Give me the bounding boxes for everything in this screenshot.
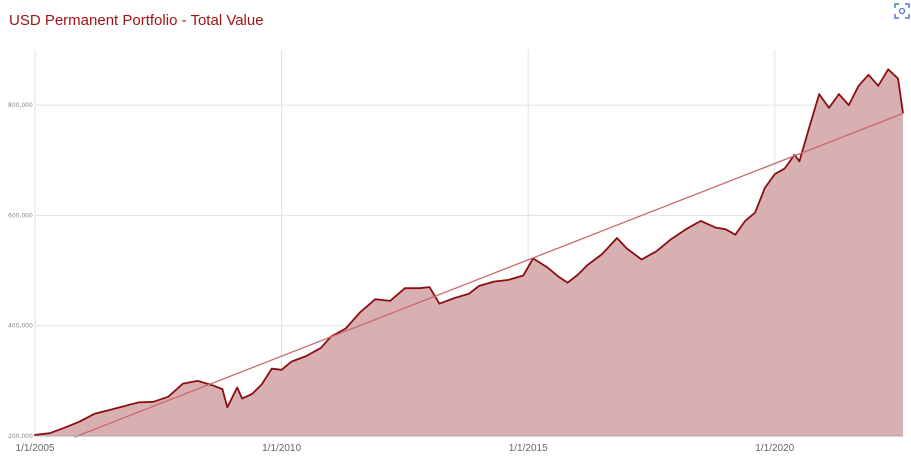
chart-title: USD Permanent Portfolio - Total Value — [9, 12, 264, 29]
y-tick-label: 400,000 — [8, 323, 33, 330]
y-tick-label: 600,000 — [8, 212, 33, 219]
x-tick-label: 1/1/2005 — [16, 443, 55, 454]
y-tick-label: 800,000 — [8, 102, 33, 109]
series-area — [35, 69, 903, 437]
trend-line — [74, 112, 904, 438]
focus-corners-icon — [894, 3, 910, 19]
focus-mode-button[interactable] — [893, 2, 911, 20]
y-tick-label: 200,000 — [8, 433, 33, 440]
x-tick-label: 1/1/2015 — [509, 443, 548, 454]
series-line — [34, 68, 904, 436]
x-tick-label: 1/1/2020 — [755, 443, 794, 454]
x-tick-label: 1/1/2010 — [262, 443, 301, 454]
